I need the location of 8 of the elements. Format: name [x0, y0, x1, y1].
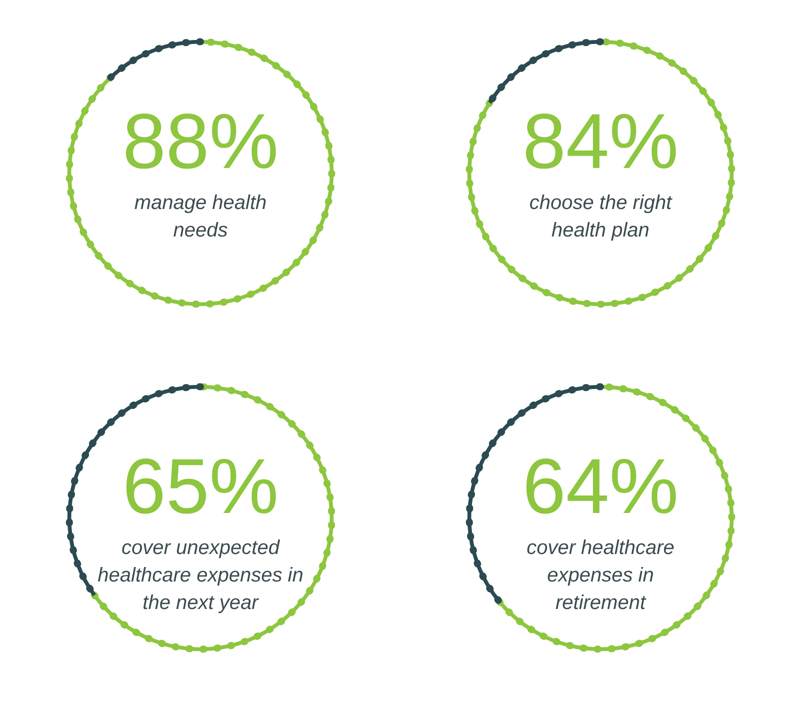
data-label: 65%	[122, 442, 279, 530]
text: manage health needs	[134, 192, 267, 242]
text: cover unexpected healthcare expenses in the next year	[98, 537, 304, 614]
text: choose the right health plan	[529, 192, 674, 242]
text: cover healthcare expenses in retirement	[526, 537, 674, 614]
data-label: 88%	[122, 97, 279, 185]
data-label: 84%	[522, 97, 679, 185]
data-label: 64%	[522, 442, 679, 530]
